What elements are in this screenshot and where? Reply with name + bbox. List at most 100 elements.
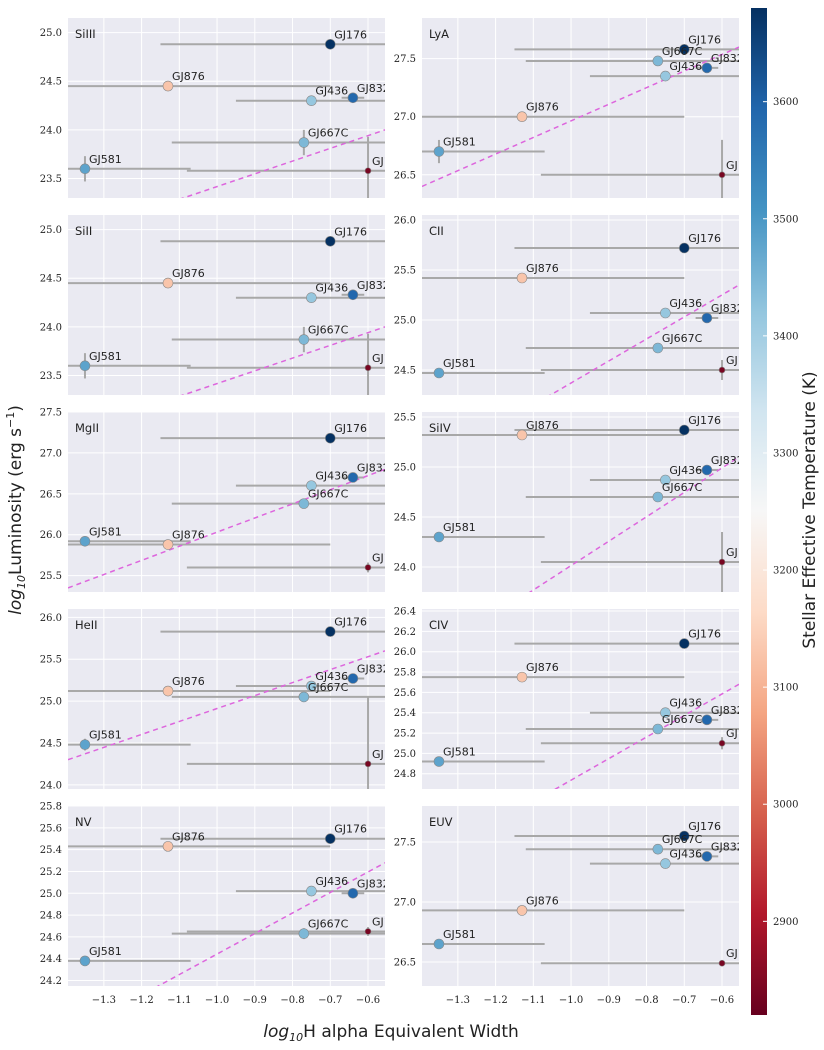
x-tick-label: −1.2 [483,995,507,1006]
data-point-gj876 [516,429,528,441]
panel-title: NV [75,815,92,829]
y-tick-label: 25.2 [394,729,416,740]
data-point-gj176 [678,830,690,842]
fit-line [422,46,739,188]
y-tick-label: 26.2 [394,627,416,638]
y-tick-label: 27.0 [40,448,62,459]
y-axis-label: log10Luminosity (erg s−1) [4,405,28,615]
point-label-gj581: GJ581 [89,945,122,958]
y-tick-label: 25.4 [394,708,416,719]
data-point-gj876 [516,272,528,284]
y-tick-label: 25.8 [394,668,416,679]
y-tick-label: 25.5 [40,571,62,582]
data-point-gj832 [347,673,359,684]
point-label-gj436: GJ436 [315,670,348,683]
point-label-gj581: GJ581 [89,525,122,538]
point-label-gj436: GJ436 [315,875,348,888]
data-point-gj176 [678,424,690,436]
point-label-gj436: GJ436 [315,470,348,483]
y-tick-label: 26.0 [40,530,62,541]
panel-siiv: 24.0 24.5 25.0 25.5 GJ176 GJ876 GJ436 GJ832 GJ66… [394,412,739,592]
data-point-gj667c [298,928,310,939]
data-point-gj176 [678,44,690,55]
y-tick-label: 26.0 [394,647,416,658]
data-point-gj832 [701,312,713,324]
y-tick-label: 24.5 [394,366,416,377]
y-tick-label: 25.0 [394,463,416,474]
x-tick-label: −0.7 [318,995,342,1006]
y-tick-label: 24.8 [394,769,416,780]
y-tick-label: 24.5 [40,738,62,749]
point-label-gj1214: GJ1214 [372,352,412,365]
x-tick-label: −0.6 [710,995,734,1006]
x-tick-label: −0.8 [634,995,658,1006]
panel-title: SiIII [75,27,96,41]
data-point-gj667c [652,723,664,735]
y-tick-label: 27.0 [394,112,416,123]
panel-heii: 24.0 24.5 25.0 25.5 26.0 GJ176 GJ876 GJ436 GJ832… [40,609,385,791]
y-tick-label: 26.5 [394,958,416,969]
point-label-gj436: GJ436 [669,697,702,710]
data-point-gj667c [298,691,310,703]
point-label-gj581: GJ581 [89,153,122,166]
y-tick-label: 24.4 [40,954,62,965]
colorbar-tick-label: 3500 [773,214,798,225]
data-point-gj581 [433,146,445,157]
panel-siii: 23.5 24.0 24.5 25.0 GJ176 GJ876 GJ436 GJ832 GJ66… [40,215,412,395]
data-point-gj876 [162,685,174,697]
fit-line [554,683,739,789]
point-label-gj176: GJ176 [334,616,367,629]
data-point-gj581 [79,739,91,750]
data-point-gj1214 [718,558,726,566]
colorbar-tick-label: 3300 [773,448,798,459]
point-label-gj832: GJ832 [357,461,390,474]
point-label-gj876: GJ876 [526,262,559,275]
colorbar-tick-label: 3000 [773,800,798,811]
point-label-gj1214: GJ121 [726,354,759,367]
point-label-gj667c: GJ667C [662,713,703,726]
y-tick-label: 25.4 [40,845,62,856]
point-label-gj876: GJ876 [172,830,205,843]
point-label-gj667c: GJ667C [308,681,349,694]
panel-siiii: 23.5 24.0 24.5 25.0 GJ176 GJ876 GJ436 GJ832 GJ66… [40,18,385,198]
panel-cii: 24.5 25.0 25.5 26.0 GJ176 GJ876 GJ436 GJ832 GJ66… [394,215,759,395]
y-tick-label: 25.0 [40,697,62,708]
x-tick-label: −0.9 [597,995,621,1006]
point-label-gj667c: GJ667C [308,127,349,140]
y-tick-label: 25.0 [40,889,62,900]
point-label-gj1214: GJ121 [726,159,759,172]
point-label-gj176: GJ176 [334,823,367,836]
panels: 23.5 24.0 24.5 25.0 GJ176 GJ876 GJ436 GJ832 GJ66… [40,18,759,1006]
data-point-gj1214 [364,564,372,571]
point-label-gj581: GJ581 [443,521,476,534]
data-point-gj581 [433,367,445,379]
panel-title: SiII [75,224,92,238]
colorbar-tick-label: 3400 [773,331,798,342]
point-label-gj876: GJ876 [172,70,205,83]
data-point-gj436 [660,70,671,82]
point-label-gj436: GJ436 [315,85,348,98]
data-point-gj176 [678,638,690,649]
data-point-gj176 [324,38,336,50]
data-point-gj832 [701,851,713,862]
data-point-gj667c [298,498,310,509]
colorbar-tick-label: 3200 [773,566,798,577]
point-label-gj581: GJ581 [443,136,476,149]
point-label-gj667c: GJ667C [308,488,349,501]
x-tick-label: −1.3 [92,995,116,1006]
data-point-gj1214 [718,366,726,374]
data-point-gj436 [660,707,671,719]
colorbar-tick-label: 3600 [773,97,798,108]
point-label-gj176: GJ176 [334,28,367,41]
data-point-gj1214 [718,739,726,747]
colorbar-gradient [751,8,767,1015]
data-point-gj876 [516,671,528,683]
panel-civ: 24.8 25.0 25.2 25.4 25.6 25.8 26.0 26.2 26.4 GJ17… [394,607,739,789]
data-point-gj876 [162,80,174,92]
data-point-gj667c [652,843,664,855]
x-tick-label: −0.7 [672,995,696,1006]
data-point-gj832 [701,62,713,74]
y-tick-label: 25.2 [40,867,62,878]
y-tick-label: 24.8 [40,911,62,922]
panel-mgii: 25.5 26.0 26.5 27.0 27.5 GJ176 GJ876 GJ436 GJ832… [40,408,390,592]
